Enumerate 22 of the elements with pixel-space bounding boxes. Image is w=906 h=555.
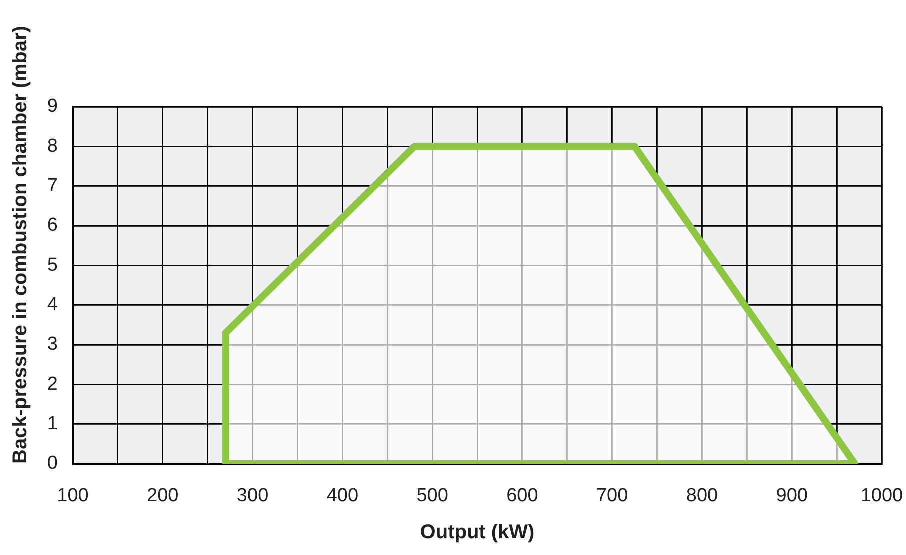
y-tick-label: 3 <box>47 334 58 356</box>
x-tick-label: 700 <box>596 486 628 507</box>
y-tick-label: 7 <box>47 176 58 197</box>
x-tick-label: 1000 <box>860 486 904 507</box>
y-tick-label: 6 <box>47 215 58 236</box>
y-tick-label: 1 <box>47 414 58 435</box>
x-axis-title: Output (kW) <box>420 522 535 544</box>
y-tick-label: 0 <box>47 453 58 474</box>
x-tick-label: 600 <box>506 486 538 507</box>
y-tick-label: 2 <box>47 374 58 395</box>
x-tick-label: 200 <box>147 486 179 507</box>
y-tick-label: 9 <box>47 96 58 118</box>
x-tick-label: 500 <box>416 486 448 507</box>
y-tick-label: 4 <box>47 294 58 316</box>
x-tick-label: 300 <box>236 486 269 507</box>
x-tick-label: 100 <box>57 486 89 507</box>
x-tick-label: 400 <box>326 486 359 507</box>
x-tick-label: 800 <box>686 486 718 507</box>
y-axis-title: Back-pressure in combustion chamber (mbar) <box>10 26 32 464</box>
y-tick-label: 8 <box>47 136 58 157</box>
y-tick-label: 5 <box>47 254 58 276</box>
x-tick-label: 900 <box>776 486 808 507</box>
